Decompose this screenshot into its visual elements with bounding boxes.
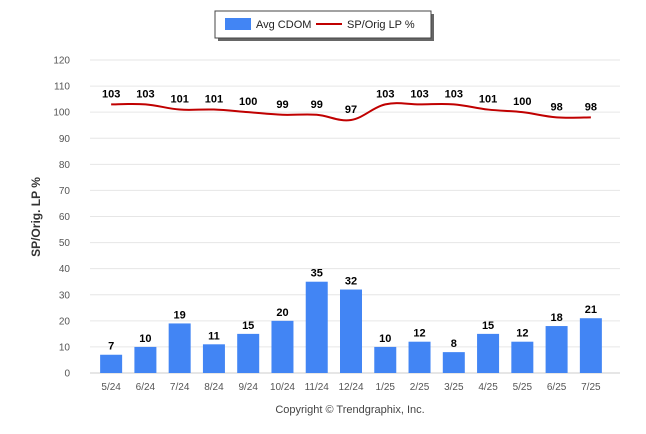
x-tick-label: 2/25 <box>410 382 430 393</box>
y-tick-label: 10 <box>59 342 71 353</box>
legend: Avg CDOM SP/Orig LP % <box>214 10 434 41</box>
bar-value-label: 15 <box>242 320 254 332</box>
bar <box>340 289 362 373</box>
y-tick-label: 60 <box>59 212 71 223</box>
bar-value-label: 35 <box>311 268 323 280</box>
x-tick-label: 5/24 <box>101 382 121 393</box>
bar-value-label: 32 <box>345 276 357 288</box>
line-value-label: 100 <box>239 96 257 108</box>
line-value-label: 101 <box>205 94 223 106</box>
bar-value-label: 20 <box>276 307 288 319</box>
bar-value-label: 10 <box>139 333 151 345</box>
line-value-label: 103 <box>102 88 120 100</box>
line-value-label: 103 <box>445 88 463 100</box>
bar-value-label: 19 <box>174 309 186 321</box>
bar <box>202 344 225 373</box>
copyright-text: Copyright © Trendgraphix, Inc. <box>275 404 424 416</box>
line-series <box>111 102 591 122</box>
y-axis-title: SP/Orig. LP % <box>29 177 43 257</box>
x-tick-label: 5/25 <box>513 382 533 393</box>
line-value-label: 99 <box>311 99 323 111</box>
y-tick-label: 110 <box>54 82 70 93</box>
legend-bar-swatch <box>225 18 251 30</box>
bar-value-label: 12 <box>413 328 425 340</box>
line-value-label: 98 <box>585 101 597 113</box>
x-tick-label: 7/24 <box>170 382 190 393</box>
line-value-label: 98 <box>550 101 562 113</box>
x-tick-label: 7/25 <box>581 382 601 393</box>
line-data-labels: 103 103 101 101 100 99 99 97 103 103 103 101 100 98 98 <box>102 88 597 116</box>
x-tick-label: 8/24 <box>204 382 224 393</box>
bar-value-label: 11 <box>208 330 220 342</box>
y-tick-label: 80 <box>59 160 71 171</box>
bar-series <box>100 281 602 373</box>
bar-value-label: 7 <box>108 341 114 353</box>
y-tick-label: 50 <box>59 238 71 249</box>
bar-data-labels: 7 10 19 11 15 20 35 32 10 12 8 15 12 18 21 <box>108 268 597 353</box>
bar-value-label: 15 <box>482 320 494 332</box>
y-tick-label: 20 <box>59 316 71 327</box>
y-tick-label: 120 <box>53 56 70 67</box>
bar-value-label: 8 <box>451 338 457 350</box>
bar <box>545 326 568 373</box>
line-path <box>111 102 591 122</box>
x-tick-labels: 5/24 6/24 7/24 8/24 9/24 10/24 11/24 12/24 1/25 2… <box>101 382 601 393</box>
bar <box>305 281 328 373</box>
line-value-label: 103 <box>136 88 154 100</box>
x-tick-label: 3/25 <box>444 382 464 393</box>
bar <box>168 323 191 373</box>
line-value-label: 97 <box>345 104 357 116</box>
bar <box>271 320 294 373</box>
y-tick-label: 100 <box>53 108 70 119</box>
line-value-label: 101 <box>170 94 188 106</box>
bar <box>442 352 465 373</box>
x-tick-label: 1/25 <box>376 382 396 393</box>
bar <box>511 341 534 373</box>
bar-value-label: 21 <box>585 304 597 316</box>
bar-value-label: 18 <box>550 312 562 324</box>
bar <box>408 341 431 373</box>
legend-bar-label: Avg CDOM <box>256 19 311 31</box>
line-value-label: 100 <box>513 96 531 108</box>
bar-value-label: 10 <box>379 333 391 345</box>
line-value-label: 103 <box>376 88 394 100</box>
y-tick-label: 0 <box>64 369 70 380</box>
y-tick-label: 70 <box>59 186 71 197</box>
bar <box>579 318 602 373</box>
bar <box>237 333 260 373</box>
x-tick-label: 10/24 <box>270 382 295 393</box>
y-tick-label: 90 <box>59 134 71 145</box>
x-tick-label: 6/24 <box>136 382 156 393</box>
bar <box>134 346 157 373</box>
y-tick-labels: 0 10 20 30 40 50 60 70 80 90 100 110 120 <box>53 56 70 380</box>
line-value-label: 103 <box>410 88 428 100</box>
bar <box>477 333 500 373</box>
x-tick-label: 4/25 <box>478 382 498 393</box>
bar <box>100 354 123 373</box>
line-value-label: 101 <box>479 94 497 106</box>
legend-line-label: SP/Orig LP % <box>347 19 415 31</box>
y-tick-label: 30 <box>59 290 71 301</box>
x-tick-label: 6/25 <box>547 382 567 393</box>
x-tick-label: 11/24 <box>305 382 330 393</box>
bar-value-label: 12 <box>516 328 528 340</box>
x-tick-label: 9/24 <box>238 382 258 393</box>
x-tick-label: 12/24 <box>338 382 363 393</box>
y-tick-label: 40 <box>59 264 71 275</box>
bar <box>374 346 397 373</box>
line-value-label: 99 <box>276 99 288 111</box>
